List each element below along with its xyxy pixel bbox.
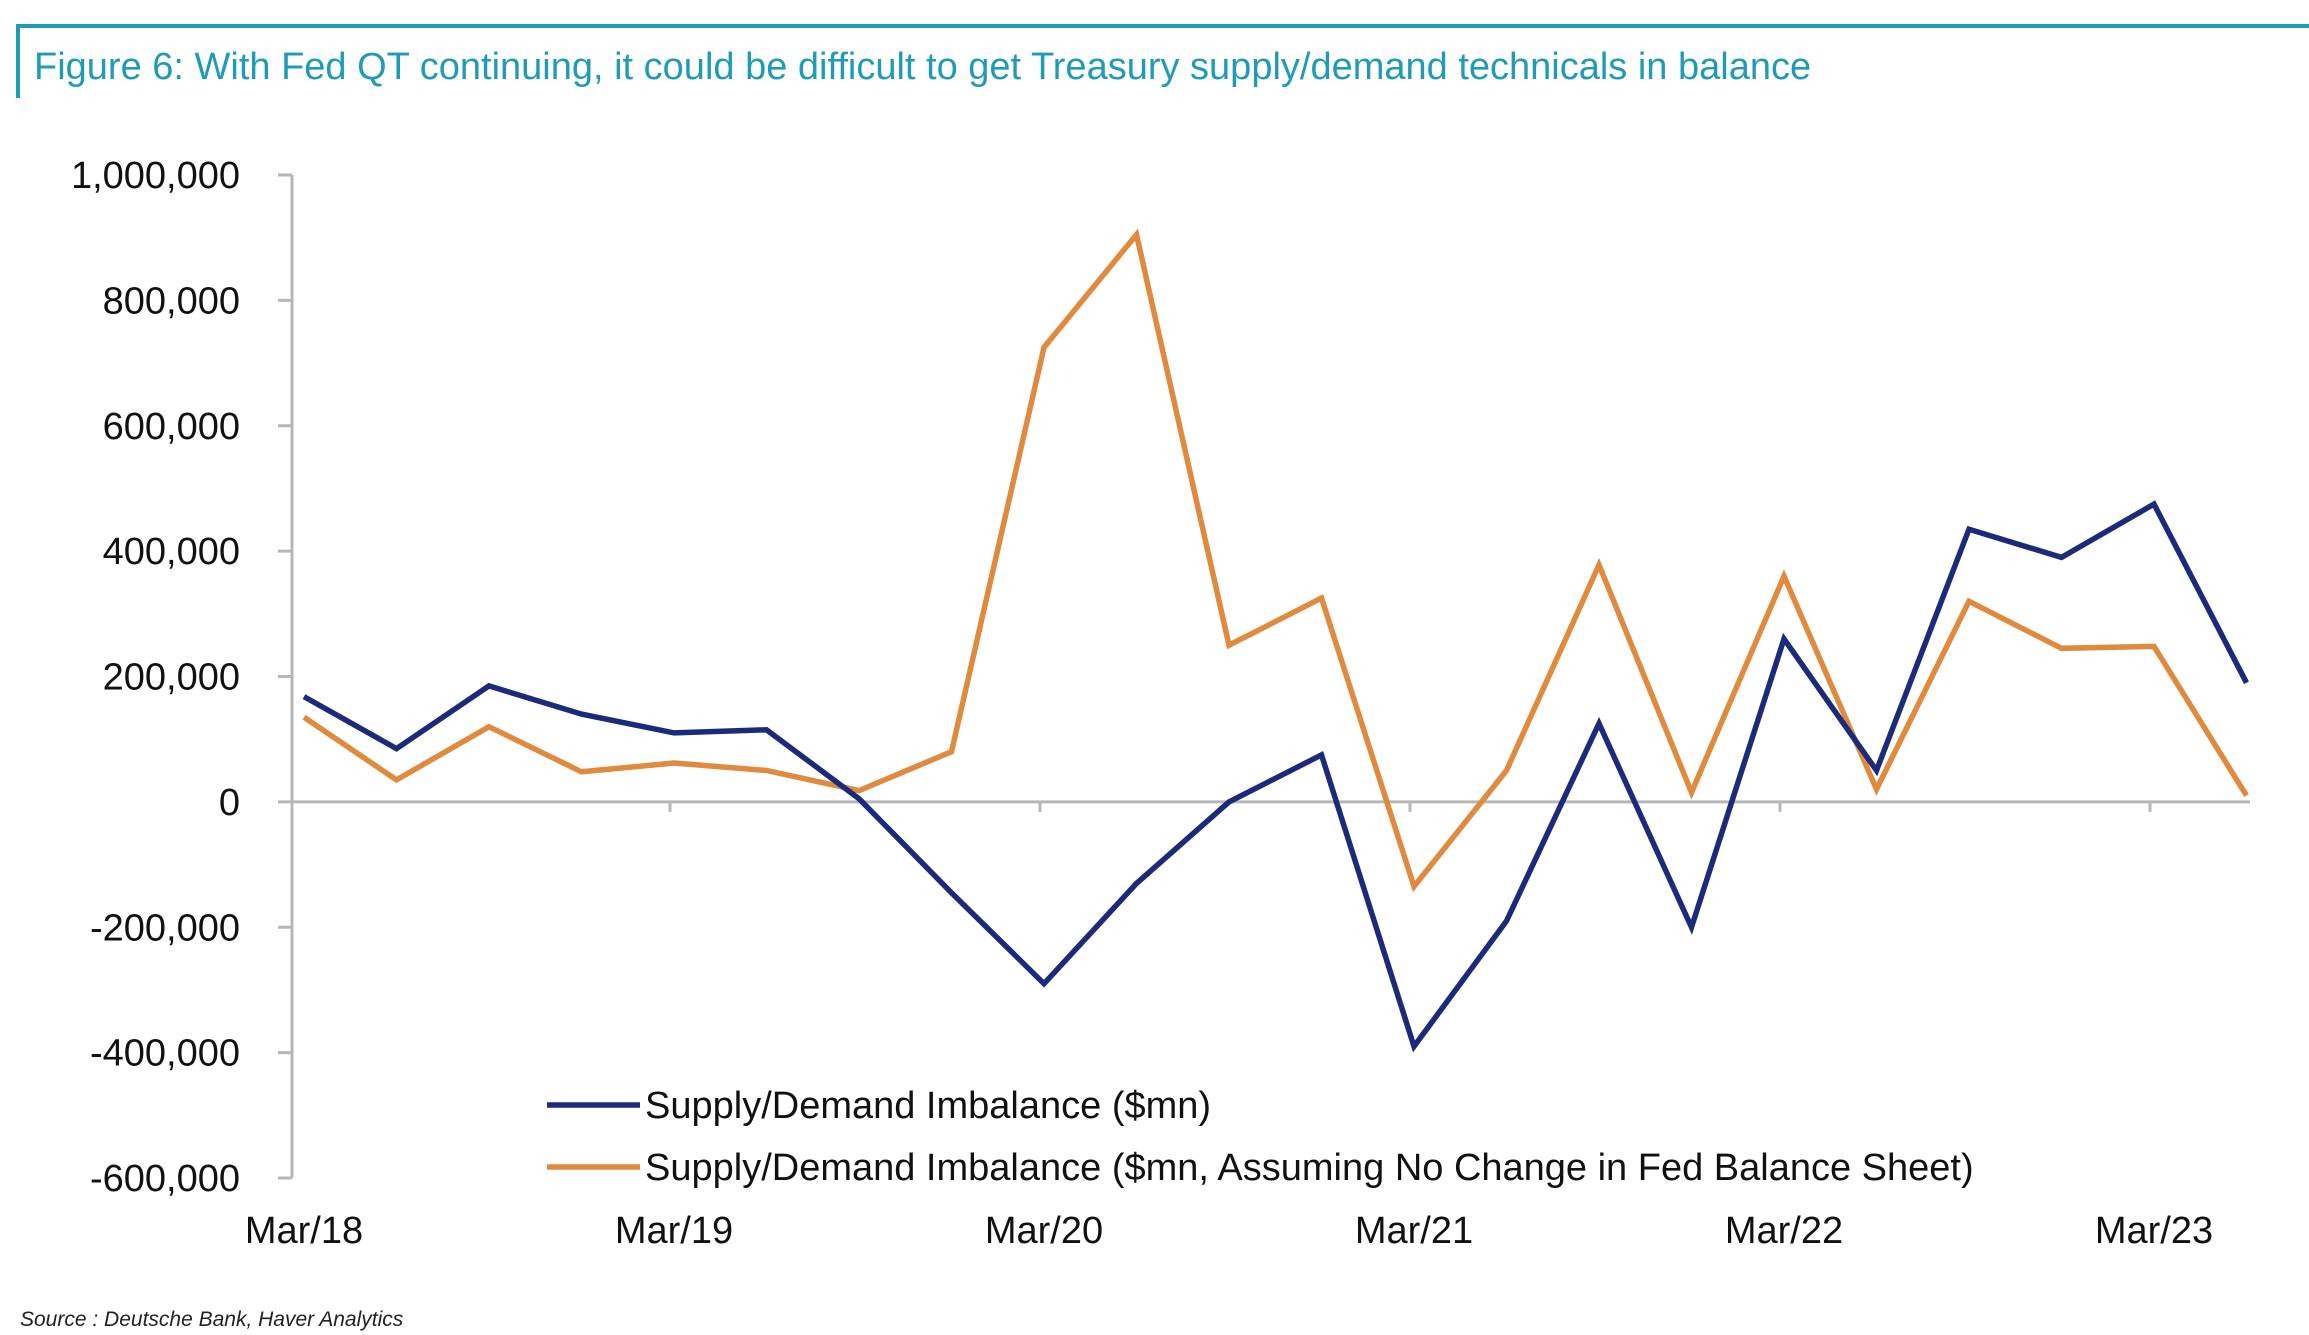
y-tick-label: 400,000 — [103, 531, 240, 573]
y-tick-label: 0 — [219, 782, 240, 824]
chart-series — [302, 228, 2249, 1053]
y-tick-label: -600,000 — [90, 1158, 240, 1200]
source-note: Source : Deutsche Bank, Haver Analytics — [20, 1308, 404, 1331]
chart-legend: Supply/Demand Imbalance ($mn) Supply/Dema… — [547, 1085, 1974, 1189]
x-tick-label: Mar/21 — [1355, 1210, 1473, 1252]
x-tick-label: Mar/20 — [985, 1210, 1103, 1252]
series-line-1 — [302, 500, 2249, 1053]
y-axis-labels: 1,000,000 800,000 600,000 400,000 200,000 0 -2… — [71, 155, 240, 1200]
header-rule — [16, 24, 2309, 28]
y-tick-label: 1,000,000 — [71, 155, 240, 197]
figure-title: Figure 6: With Fed QT continuing, it cou… — [34, 46, 1812, 88]
chart-axes — [278, 173, 2250, 1180]
series-line-2 — [302, 228, 2249, 893]
x-tick-label: Mar/23 — [2095, 1210, 2213, 1252]
x-tick-label: Mar/18 — [245, 1210, 363, 1252]
legend-label-1: Supply/Demand Imbalance ($mn) — [645, 1085, 1211, 1127]
x-tick-label: Mar/19 — [615, 1210, 733, 1252]
y-tick-label: 600,000 — [103, 406, 240, 448]
y-tick-label: 800,000 — [103, 280, 240, 322]
line-chart: 1,000,000 800,000 600,000 400,000 200,000 0 -2… — [71, 155, 2250, 1252]
x-axis-labels: Mar/18 Mar/19 Mar/20 Mar/21 Mar/22 Mar/23 — [245, 1210, 2213, 1252]
y-tick-label: -200,000 — [90, 907, 240, 949]
header-accent-bar — [16, 24, 20, 98]
legend-label-2: Supply/Demand Imbalance ($mn, Assuming N… — [645, 1147, 1974, 1189]
y-tick-label: 200,000 — [103, 657, 240, 699]
x-tick-label: Mar/22 — [1725, 1210, 1843, 1252]
y-tick-label: -400,000 — [90, 1033, 240, 1075]
